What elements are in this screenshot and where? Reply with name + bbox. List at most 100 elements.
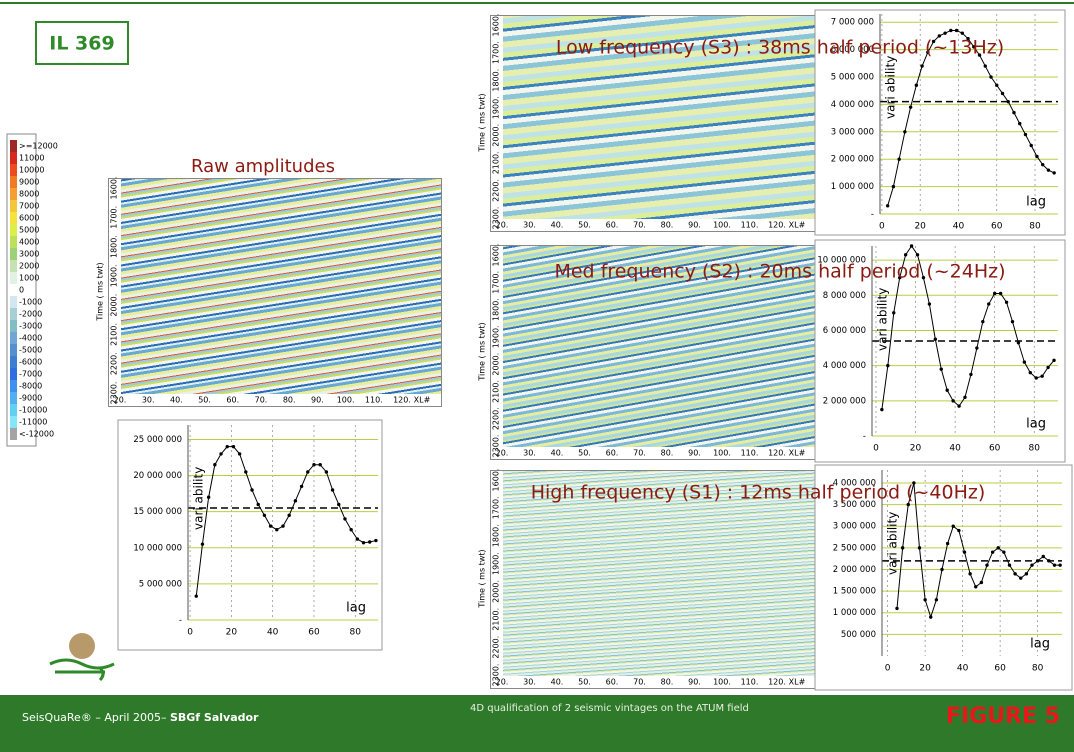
data-point xyxy=(885,204,890,208)
data-point xyxy=(923,598,927,602)
data-point xyxy=(937,34,942,38)
x-tick-label: 20 xyxy=(910,444,922,454)
seismic-x-tick: 30. xyxy=(523,221,536,230)
colorbar-label: -7000 xyxy=(19,370,42,379)
colorbar-label: 0 xyxy=(19,286,24,295)
x-axis-label: lag xyxy=(1026,417,1046,432)
y-tick-label: 1 000 000 xyxy=(831,182,874,192)
data-point xyxy=(987,302,991,306)
data-point xyxy=(966,36,970,41)
seismic-x-tick: 120. xyxy=(768,221,786,230)
data-point xyxy=(256,502,260,507)
data-point xyxy=(200,542,205,546)
x-tick-label: 20 xyxy=(914,222,926,232)
colorbar-label: -9000 xyxy=(19,394,42,403)
color-swatch xyxy=(10,188,17,200)
colorbar-label: 5000 xyxy=(19,226,39,235)
seismic-y-tick: 2100. xyxy=(492,608,501,631)
y-tick-label: - xyxy=(863,432,866,442)
data-point xyxy=(268,524,273,528)
data-point xyxy=(1000,91,1005,96)
colorbar-label: -2000 xyxy=(19,310,42,319)
data-point xyxy=(1028,370,1032,375)
data-point xyxy=(281,524,285,528)
data-point xyxy=(992,291,997,296)
x-tick-label: 0 xyxy=(879,222,885,232)
y-tick-label: 2 000 000 xyxy=(823,396,866,406)
seismic-x-tick: 100. xyxy=(713,449,731,458)
data-point xyxy=(1052,171,1056,175)
seismic-y-tick: 1800. xyxy=(492,69,501,92)
data-point xyxy=(244,470,248,474)
seismic-raw xyxy=(108,178,442,407)
seismic-med xyxy=(490,245,817,460)
data-point xyxy=(886,363,890,368)
data-point xyxy=(349,528,353,532)
seismic-x-tick: 100. xyxy=(713,678,731,687)
data-point xyxy=(981,319,985,324)
y-axis-label: vari ability xyxy=(884,56,898,119)
seismic-y-label: Time ( ms twt) xyxy=(478,93,487,152)
data-point xyxy=(1035,559,1040,563)
x-tick-label: 0 xyxy=(187,628,193,638)
y-tick-label: 6 000 000 xyxy=(823,326,866,336)
data-point xyxy=(231,444,236,449)
data-point xyxy=(995,83,999,87)
data-point xyxy=(1052,358,1056,363)
data-point xyxy=(915,253,920,257)
seismic-y-tick: 2300. xyxy=(110,382,119,405)
data-point xyxy=(939,367,943,371)
color-swatch xyxy=(10,176,17,188)
seismic-x-tick: 90. xyxy=(688,221,701,230)
data-point xyxy=(969,372,973,377)
color-swatch xyxy=(10,284,17,296)
colorbar-label: -10000 xyxy=(19,406,47,415)
data-point xyxy=(903,253,908,257)
color-swatch xyxy=(10,356,17,368)
y-tick-label: 5 000 000 xyxy=(139,579,182,589)
y-tick-label: - xyxy=(179,616,182,626)
data-point xyxy=(1058,563,1062,567)
seismic-x-tick: 20. xyxy=(496,221,509,230)
data-point xyxy=(1040,162,1045,167)
footer-center: 4D qualification of 2 seismic vintages o… xyxy=(470,703,749,714)
data-point xyxy=(318,463,322,467)
seismic-y-tick: 1900. xyxy=(492,552,501,575)
logo xyxy=(69,633,95,659)
seismic-y-tick: 2100. xyxy=(110,323,119,346)
data-point xyxy=(895,606,899,611)
data-point xyxy=(951,399,955,403)
data-point xyxy=(1007,563,1012,567)
seismic-x-unit: XL# xyxy=(414,396,431,405)
data-point xyxy=(324,470,329,474)
color-swatch xyxy=(10,392,17,404)
seismic-x-tick: 120. xyxy=(768,678,786,687)
y-tick-label: 1 000 000 xyxy=(833,608,876,618)
seismic-x-tick: 120. xyxy=(768,449,786,458)
seismic-x-tick: 20. xyxy=(496,449,509,458)
colorbar-label: 3000 xyxy=(19,250,39,259)
data-point xyxy=(374,538,378,543)
seismic-x-tick: 70. xyxy=(633,449,646,458)
color-swatch xyxy=(10,260,17,272)
color-swatch xyxy=(10,212,17,224)
x-tick-label: 80 xyxy=(1029,444,1041,454)
y-tick-label: 10 000 000 xyxy=(817,256,866,266)
colorbar-label: 10000 xyxy=(19,166,44,175)
seismic-x-tick: 60. xyxy=(606,678,619,687)
x-tick-label: 40 xyxy=(267,628,279,638)
data-point xyxy=(892,311,896,315)
colorbar-label: 4000 xyxy=(19,238,39,247)
data-point xyxy=(1022,360,1027,364)
seismic-x-tick: 60. xyxy=(226,396,239,405)
seismic-y-tick: 1600. xyxy=(110,177,119,200)
colorbar-label: 8000 xyxy=(19,190,39,199)
data-point xyxy=(287,513,291,517)
variogram-frame xyxy=(814,464,1073,691)
seismic-x-tick: 50. xyxy=(578,221,591,230)
seismic-x-tick: 90. xyxy=(311,396,324,405)
data-point xyxy=(1019,576,1023,580)
y-tick-label: 2 000 000 xyxy=(833,565,876,575)
seismic-y-tick: 2200. xyxy=(492,407,501,430)
seismic-x-tick: 60. xyxy=(606,221,619,230)
